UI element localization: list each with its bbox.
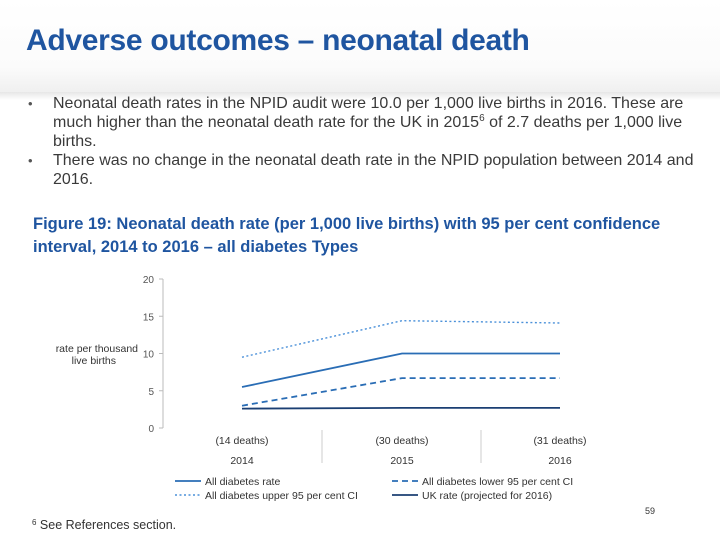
bullet-item: • Neonatal death rates in the NPID audit … bbox=[24, 94, 704, 151]
bullet-icon: • bbox=[28, 153, 33, 168]
bullet-item: • There was no change in the neonatal dea… bbox=[24, 151, 704, 189]
legend-label: All diabetes lower 95 per cent CI bbox=[422, 476, 573, 488]
footnote-marker: 6 bbox=[32, 518, 37, 527]
x-tick-label: 2016 bbox=[548, 455, 572, 467]
x-annotation-label: (14 deaths) bbox=[215, 435, 268, 447]
neonatal-death-rate-chart: 0 5 10 15 20 rate per thousand live births (14 … bbox=[56, 275, 587, 502]
bullet-text: Neonatal death rates in the NPID audit w… bbox=[53, 95, 684, 131]
y-axis-label: rate per thousand live births bbox=[56, 343, 138, 367]
page-title: Adverse outcomes – neonatal death bbox=[26, 24, 530, 57]
bullet-list: • Neonatal death rates in the NPID audit … bbox=[24, 94, 704, 189]
y-tick-label: 15 bbox=[143, 312, 155, 323]
bullet-icon: • bbox=[28, 96, 33, 111]
legend-label: All diabetes upper 95 per cent CI bbox=[205, 490, 358, 502]
series-line-2 bbox=[241, 377, 560, 407]
bullet-text: There was no change in the neonatal deat… bbox=[53, 152, 694, 188]
y-tick-label: 0 bbox=[148, 424, 154, 435]
x-tick-label: 2014 bbox=[230, 455, 254, 467]
series-line-4 bbox=[241, 406, 560, 410]
bullet-text-continued: of 2.7 deaths per 1,000 live births. bbox=[53, 114, 683, 150]
header-divider bbox=[0, 92, 720, 100]
x-annotation-label: (30 deaths) bbox=[375, 435, 428, 447]
legend-label: All diabetes rate bbox=[205, 476, 280, 488]
header-band bbox=[0, 0, 720, 96]
footnote: 6 See References section. bbox=[32, 518, 176, 532]
legend-label: UK rate (projected for 2016) bbox=[422, 490, 552, 502]
page-number: 59 bbox=[645, 506, 656, 516]
series-line-3 bbox=[241, 319, 561, 358]
footnote-ref: 6 bbox=[479, 113, 485, 124]
x-tick-label: 2015 bbox=[390, 455, 414, 467]
y-tick-label: 5 bbox=[148, 387, 154, 398]
series-line-1 bbox=[241, 352, 560, 388]
figure-caption: Figure 19: Neonatal death rate (per 1,00… bbox=[33, 215, 661, 256]
y-tick-label: 10 bbox=[143, 350, 155, 361]
footnote-text: See References section. bbox=[36, 518, 177, 532]
x-annotation-label: (31 deaths) bbox=[533, 435, 586, 447]
y-tick-label: 20 bbox=[143, 275, 155, 286]
